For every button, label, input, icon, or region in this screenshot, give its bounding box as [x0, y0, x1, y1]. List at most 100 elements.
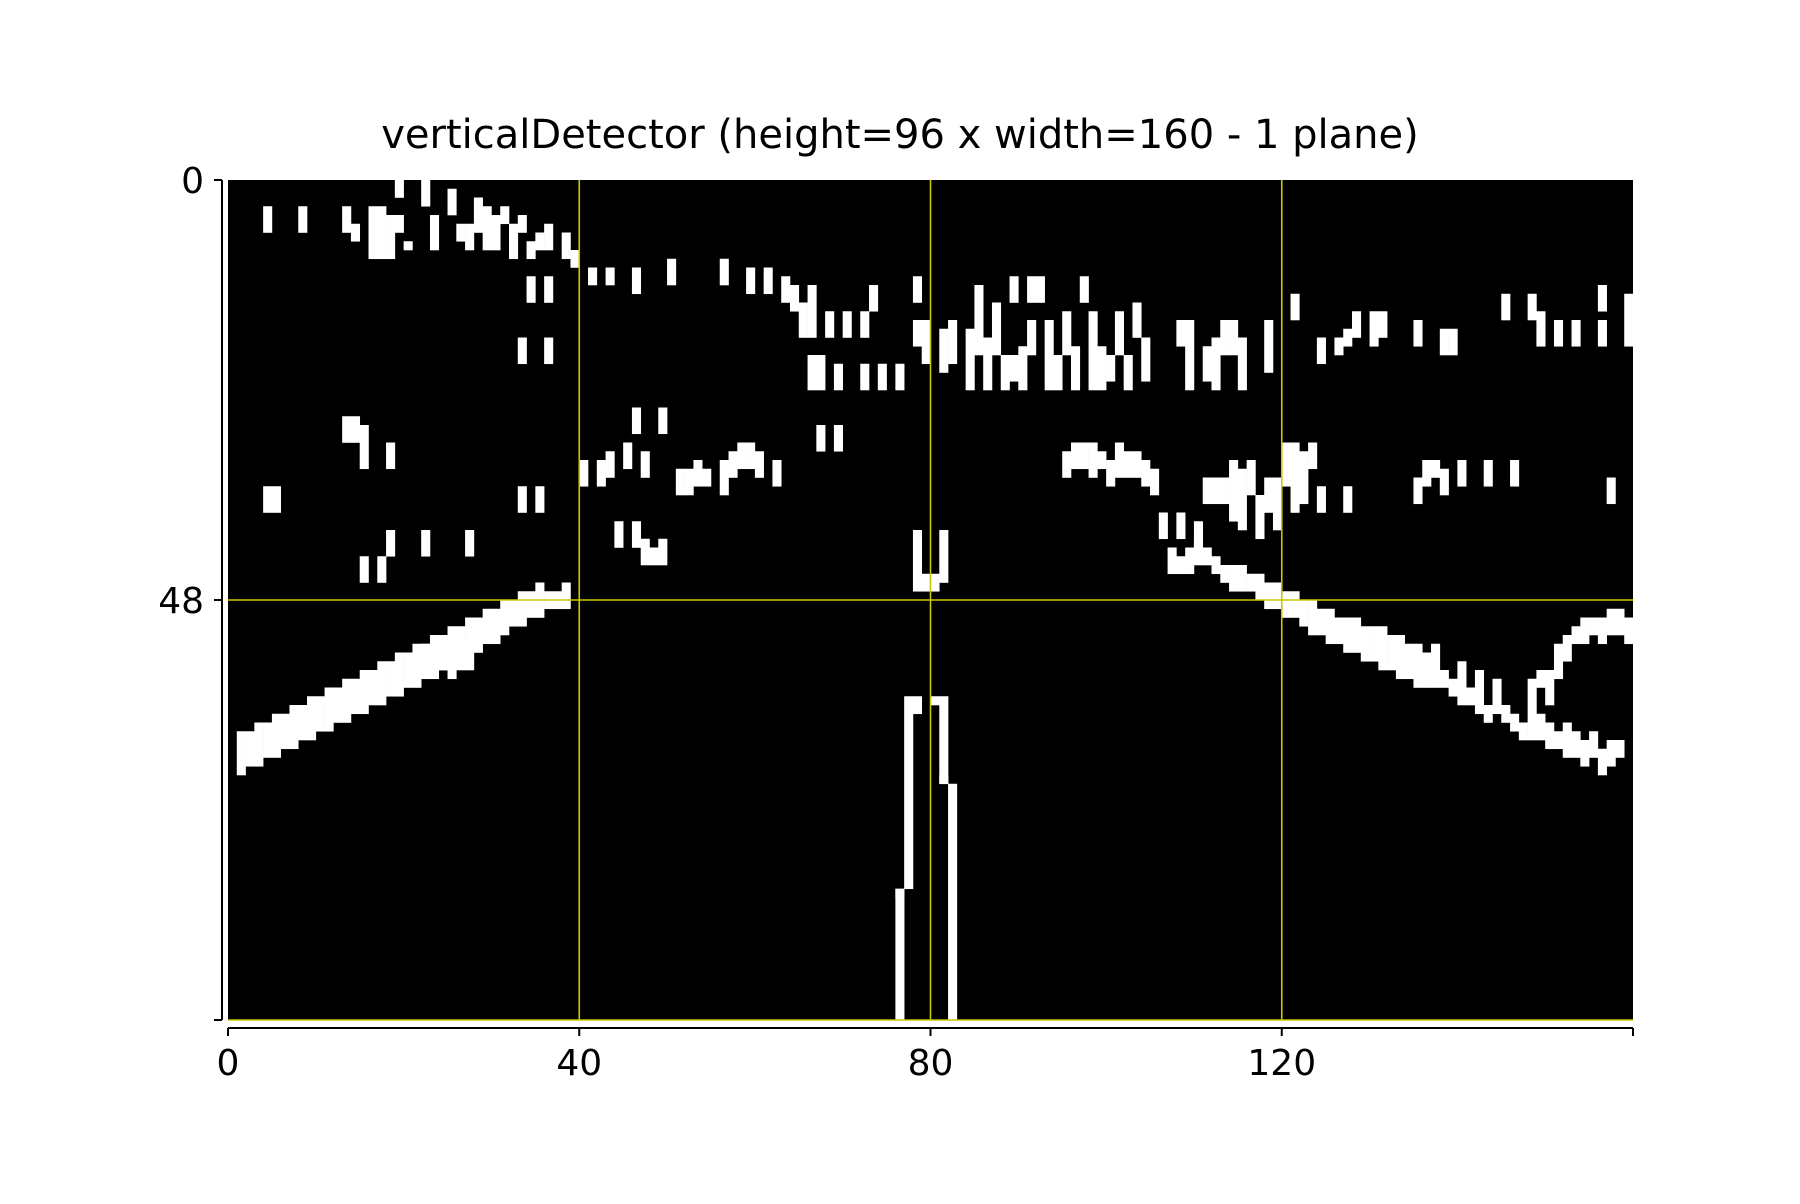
pixel-segment	[526, 241, 536, 260]
pixel-segment	[631, 521, 642, 548]
pixel-segment	[1229, 320, 1239, 356]
pixel-segment	[403, 241, 413, 251]
pixel-segment	[974, 285, 984, 356]
pixel-segment	[561, 582, 571, 610]
pixel-segment	[1536, 670, 1546, 688]
pixel-segment	[631, 407, 642, 435]
pixel-segment	[895, 888, 905, 1021]
pixel-segment	[1018, 346, 1028, 391]
pixel-segment	[1062, 311, 1072, 356]
pixel-segment	[263, 206, 273, 233]
pixel-segment	[1106, 355, 1116, 382]
pixel-segment	[535, 486, 545, 513]
pixel-segment	[1580, 617, 1590, 645]
pixel-segment	[544, 223, 554, 251]
pixel-segment	[254, 722, 264, 767]
pixel-segment	[412, 643, 422, 688]
pixel-segment	[421, 180, 431, 207]
pixel-segment	[684, 468, 694, 496]
pixel-segment	[1185, 320, 1195, 391]
pixel-segment	[1220, 565, 1230, 583]
pixel-segment	[350, 678, 361, 715]
pixel-segment	[1334, 337, 1344, 356]
pixel-segment	[1553, 643, 1564, 680]
pixel-segment	[465, 643, 475, 671]
pixel-segment	[1308, 442, 1318, 470]
pixel-segment	[1369, 311, 1379, 347]
pixel-segment	[1114, 442, 1124, 478]
pixel-segment	[1580, 740, 1590, 767]
pixel-segment	[833, 363, 843, 391]
pixel-segment	[465, 617, 475, 653]
axes: 0 40 80 120 0 48	[158, 161, 1634, 1084]
pixel-segment	[948, 783, 958, 1021]
pixel-segment	[359, 556, 369, 583]
pixel-segment	[640, 451, 650, 478]
pixel-segment	[1009, 276, 1019, 303]
pixel-segment	[640, 538, 650, 566]
pixel-segment	[1624, 293, 1634, 347]
pixel-segment	[1290, 591, 1300, 618]
pixel-segment	[517, 591, 527, 627]
pixel-segment	[912, 320, 923, 347]
y-tick-label: 0	[181, 161, 204, 202]
x-tick-label: 80	[908, 1043, 954, 1084]
pixel-segment	[1562, 635, 1572, 662]
pixel-segment	[1536, 311, 1546, 347]
pixel-segment	[1536, 713, 1546, 741]
pixel-segment	[456, 223, 466, 242]
pixel-segment	[1501, 293, 1511, 321]
pixel-segment	[1202, 477, 1212, 505]
pixel-segment	[1615, 740, 1625, 758]
pixel-segment	[1606, 608, 1616, 636]
pixel-segment	[1176, 556, 1186, 575]
pixel-segment	[746, 442, 756, 470]
pixel-segment	[1097, 346, 1107, 391]
pixel-segment	[1352, 617, 1362, 653]
pixel-segment	[342, 206, 352, 233]
pixel-segment	[1597, 748, 1607, 776]
pixel-segment	[1106, 460, 1116, 487]
pixel-segment	[1422, 460, 1432, 487]
pixel-segment	[1553, 320, 1564, 347]
pixel-segment	[1439, 468, 1449, 496]
pixel-segment	[517, 337, 527, 365]
pixel-segment	[991, 302, 1002, 356]
pixel-segment	[1431, 460, 1441, 478]
pixel-segment	[1123, 451, 1133, 478]
pixel-segment	[1044, 320, 1054, 391]
pixel-segment	[350, 416, 361, 443]
pixel-segment	[1527, 705, 1537, 741]
pixel-segment	[702, 468, 712, 487]
pixel-segment	[350, 223, 361, 242]
pixel-segment	[1237, 468, 1247, 531]
pixel-segment	[245, 731, 255, 767]
pixel-segment	[456, 643, 466, 671]
pixel-segment	[377, 206, 387, 260]
x-tick-label: 120	[1247, 1043, 1316, 1084]
pixel-segment	[1606, 477, 1616, 505]
pixel-segment	[386, 442, 396, 470]
pixel-segment	[1571, 626, 1581, 645]
pixel-segment	[588, 267, 598, 286]
pixel-segment	[1027, 276, 1037, 303]
pixel-segment	[324, 687, 334, 732]
pixel-segment	[737, 442, 747, 470]
pixel-segment	[465, 223, 475, 251]
pixel-segment	[754, 451, 764, 478]
pixel-segment	[790, 285, 800, 312]
pixel-segment	[658, 538, 668, 566]
x-tick-label: 40	[556, 1043, 602, 1084]
pixel-segment	[1492, 696, 1502, 715]
pixel-segment	[1114, 311, 1124, 356]
pixel-segment	[386, 661, 396, 697]
pixel-segment	[1009, 355, 1019, 382]
pixel-segment	[825, 311, 835, 338]
pixel-segment	[544, 276, 554, 303]
pixel-segment	[675, 468, 685, 496]
pixel-segment	[1545, 722, 1555, 750]
pixel-segment	[377, 661, 387, 706]
pixel-segment	[386, 530, 396, 557]
pixel-segment	[1281, 591, 1291, 618]
pixel-segment	[1255, 573, 1265, 601]
